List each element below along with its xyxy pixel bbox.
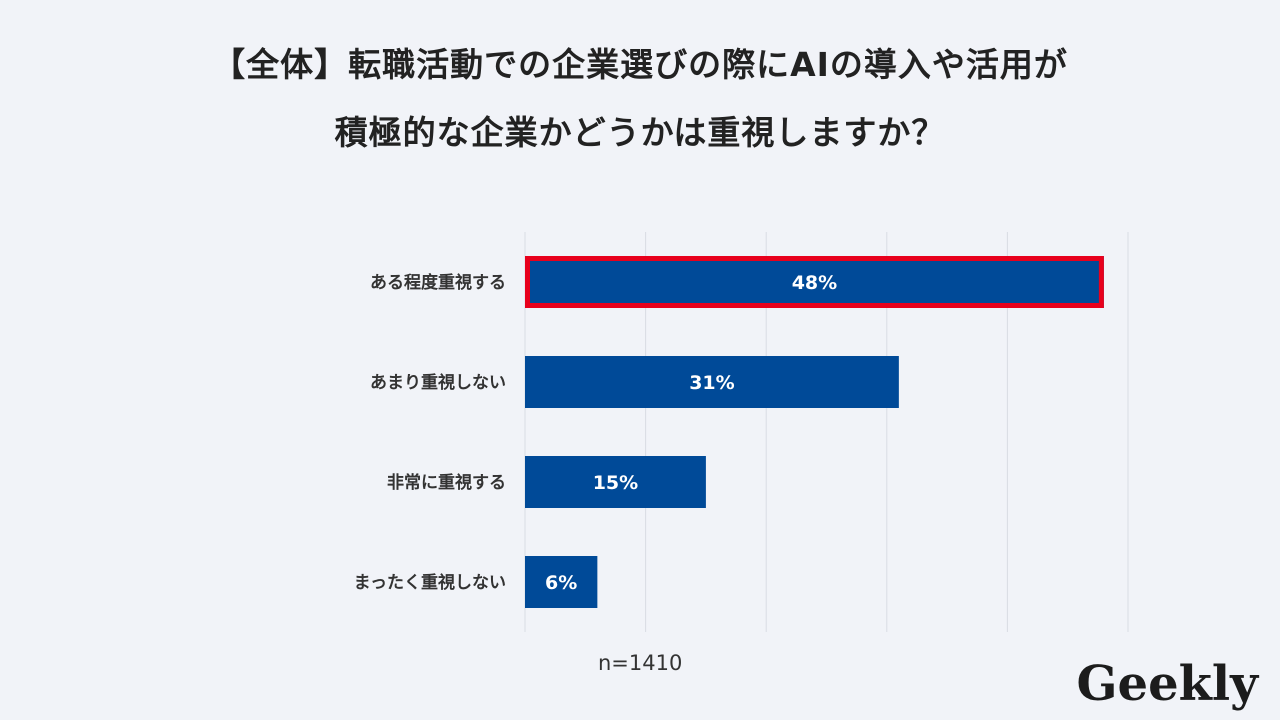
bar xyxy=(525,556,598,608)
bar-value-label: 31% xyxy=(689,372,734,394)
category-label: まったく重視しない xyxy=(354,572,506,593)
geekly-logo: Geekly xyxy=(1076,656,1258,712)
category-label: 非常に重視する xyxy=(387,472,506,493)
bar xyxy=(525,256,1104,308)
bar xyxy=(525,356,899,408)
sample-size-note: n=1410 xyxy=(598,651,683,675)
category-label: あまり重視しない xyxy=(370,372,506,393)
bar xyxy=(525,456,706,508)
chart-title-line-1: 【全体】転職活動での企業選びの際にAIの導入や活用が xyxy=(212,45,1068,84)
highlight-box xyxy=(525,256,1104,308)
bar-value-label: 6% xyxy=(545,572,577,594)
chart-title-line-2: 積極的な企業かどうかは重視しますか？ xyxy=(334,113,946,152)
bar-value-label: 48% xyxy=(792,272,837,294)
category-label: ある程度重視する xyxy=(370,272,506,293)
bar-value-label: 15% xyxy=(593,472,638,494)
